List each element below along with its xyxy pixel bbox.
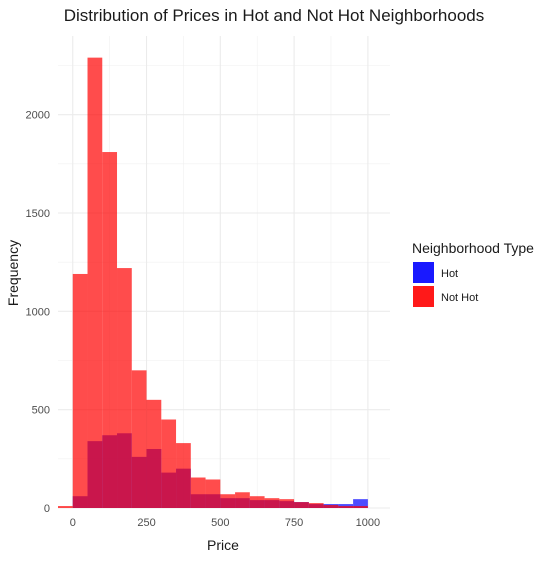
bar: [131, 370, 147, 508]
legend-title: Neighborhood Type: [412, 240, 534, 256]
y-tick-label: 1500: [26, 208, 50, 220]
y-tick-label: 0: [44, 503, 50, 515]
bar: [308, 503, 324, 508]
bar: [249, 496, 265, 508]
bars: [58, 57, 368, 509]
legend-label: Hot: [441, 268, 458, 280]
x-tick-label: 500: [211, 517, 229, 529]
bar: [161, 419, 177, 508]
bar: [323, 505, 339, 508]
bar: [279, 499, 295, 508]
chart-title: Distribution of Prices in Hot and Not Ho…: [64, 6, 485, 25]
y-tick-label: 2000: [26, 110, 50, 122]
bar: [87, 57, 103, 509]
bar: [220, 494, 236, 508]
bar: [353, 506, 368, 508]
tick-labels: 0 500 1000 1500 2000 0 250 500 750 1000: [26, 110, 381, 529]
bar: [294, 502, 309, 508]
legend-item: Hot: [413, 262, 458, 283]
bar: [102, 152, 118, 509]
bar: [176, 443, 191, 508]
bar: [72, 273, 88, 508]
bar: [235, 492, 250, 508]
bar: [146, 399, 162, 508]
series-not-hot: [58, 57, 368, 509]
bar: [264, 498, 280, 508]
bar: [58, 506, 73, 508]
legend-swatch: [413, 262, 434, 283]
legend-label: Not Hot: [441, 292, 478, 304]
legend-swatch: [413, 286, 434, 307]
legend-items: Hot Not Hot: [413, 262, 478, 307]
y-tick-label: 1000: [26, 306, 50, 318]
y-tick-label: 500: [32, 405, 50, 417]
legend-item: Not Hot: [413, 286, 478, 307]
x-tick-label: 750: [285, 517, 303, 529]
x-axis-title: Price: [207, 537, 239, 553]
x-tick-label: 1000: [356, 517, 380, 529]
y-axis-title: Frequency: [5, 240, 21, 306]
legend: Neighborhood Type Hot Not Hot: [412, 240, 534, 307]
bar: [338, 506, 354, 508]
x-tick-label: 0: [70, 517, 76, 529]
x-tick-label: 250: [137, 517, 155, 529]
bar: [190, 477, 206, 508]
bar: [117, 268, 132, 508]
bar: [205, 479, 221, 508]
bar: [353, 499, 368, 508]
